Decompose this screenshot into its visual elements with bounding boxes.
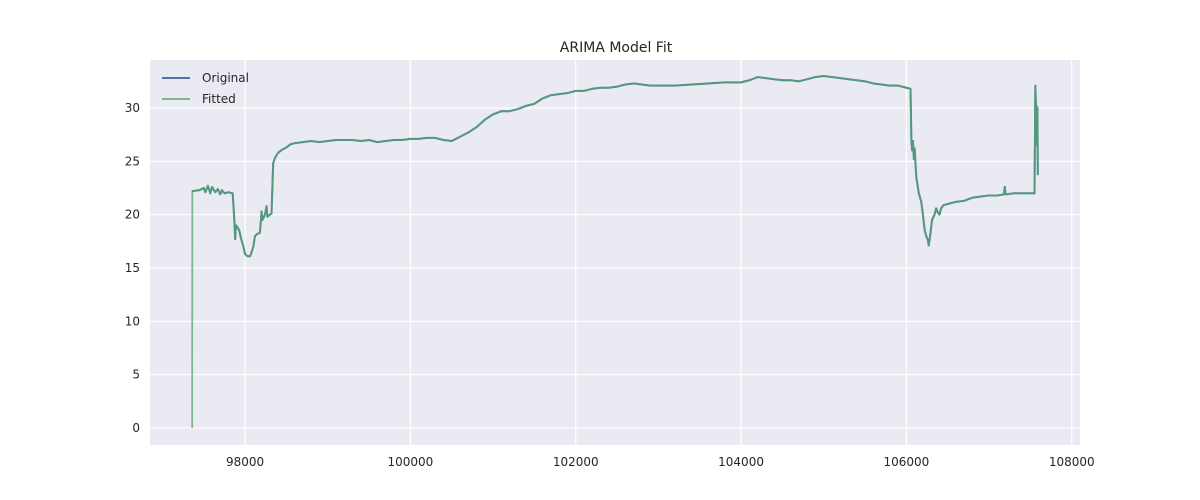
x-tick-label: 100000 <box>387 455 433 469</box>
y-tick-label: 30 <box>125 101 140 115</box>
x-tick-label: 106000 <box>883 455 929 469</box>
legend-label: Original <box>202 71 249 85</box>
y-axis-ticks: 0 5 10 15 20 25 30 <box>125 101 140 435</box>
legend: Original Fitted <box>162 71 249 106</box>
series-line-fitted <box>191 75 1039 428</box>
chart-title: ARIMA Model Fit <box>560 40 673 56</box>
gridlines <box>150 60 1080 445</box>
x-tick-label: 102000 <box>553 455 599 469</box>
x-tick-label: 108000 <box>1049 455 1095 469</box>
y-tick-label: 0 <box>132 421 140 435</box>
y-tick-label: 15 <box>125 261 140 275</box>
plot-area <box>150 60 1080 445</box>
x-axis-ticks: 98000 100000 102000 104000 106000 108000 <box>226 455 1095 469</box>
y-tick-label: 25 <box>125 154 140 168</box>
legend-label: Fitted <box>202 92 236 106</box>
y-tick-label: 20 <box>125 208 140 222</box>
y-tick-label: 10 <box>125 314 140 328</box>
x-tick-label: 104000 <box>718 455 764 469</box>
x-tick-label: 98000 <box>226 455 264 469</box>
y-tick-label: 5 <box>132 368 140 382</box>
series-lines <box>191 75 1039 428</box>
